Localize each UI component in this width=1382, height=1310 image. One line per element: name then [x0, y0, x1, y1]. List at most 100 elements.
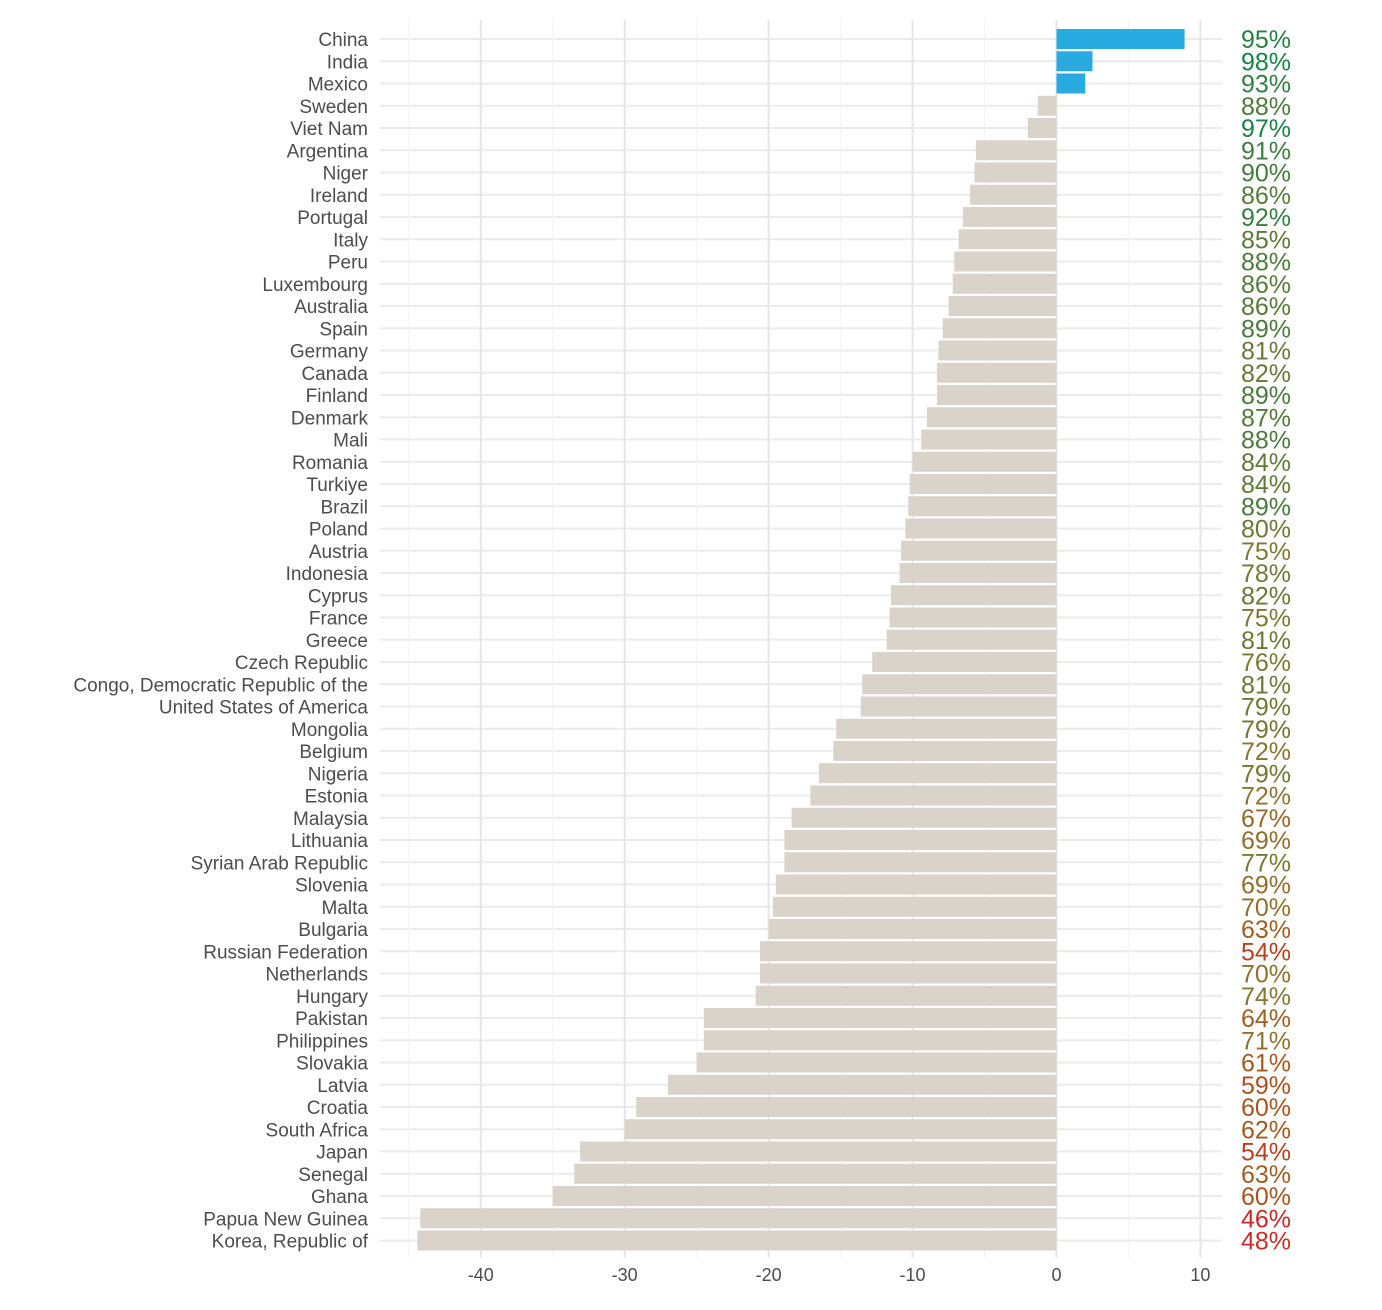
- percent-annotation: 81%: [1241, 338, 1291, 366]
- percent-annotation: 89%: [1241, 382, 1291, 410]
- percent-annotation: 86%: [1241, 182, 1291, 210]
- category-label: Congo, Democratic Republic of the: [73, 675, 368, 696]
- percent-annotation: 71%: [1241, 1027, 1291, 1055]
- percent-annotation: 90%: [1241, 160, 1291, 188]
- bar-nigeria: [818, 763, 1057, 784]
- percent-annotation: 69%: [1241, 872, 1291, 900]
- percent-annotation: 92%: [1241, 204, 1291, 232]
- percent-annotation: 61%: [1241, 1050, 1291, 1078]
- bar-senegal: [574, 1163, 1057, 1184]
- category-label: Japan: [316, 1143, 368, 1164]
- bar-ireland: [970, 184, 1057, 205]
- category-label: Sweden: [299, 97, 368, 118]
- category-label: Italy: [333, 230, 368, 251]
- category-label: Turkiye: [306, 475, 368, 496]
- percent-annotation: 86%: [1241, 271, 1291, 299]
- bar-congo-democratic-republic-of-the: [862, 674, 1057, 695]
- percent-annotation: 86%: [1241, 293, 1291, 321]
- percent-annotation: 54%: [1241, 1139, 1291, 1167]
- x-tick-label: -20: [756, 1265, 782, 1285]
- bar-china: [1056, 29, 1185, 49]
- category-label: Nigeria: [308, 764, 369, 785]
- percent-annotation: 81%: [1241, 671, 1291, 699]
- category-label: Latvia: [317, 1076, 368, 1097]
- percent-annotation: 48%: [1241, 1228, 1291, 1256]
- category-label: Mexico: [308, 75, 368, 96]
- bar-finland: [937, 385, 1057, 405]
- category-label: China: [318, 30, 368, 51]
- bar-france: [889, 607, 1057, 628]
- bar-united-states-of-america: [860, 696, 1057, 717]
- category-label: Slovakia: [296, 1054, 368, 1075]
- x-tick-label: -40: [468, 1265, 494, 1285]
- category-label: Ireland: [310, 186, 368, 207]
- x-axis-ticks: -40 -30 -20 -10 0 10: [468, 1265, 1211, 1285]
- percent-annotation: 85%: [1241, 226, 1291, 254]
- bar-slovakia: [696, 1052, 1057, 1073]
- bar-hungary: [755, 985, 1057, 1006]
- percent-annotation: 77%: [1241, 849, 1291, 877]
- category-label: Hungary: [296, 987, 368, 1008]
- x-tick-label: 0: [1051, 1265, 1061, 1285]
- bar-mali: [921, 429, 1057, 450]
- percent-annotation: 79%: [1241, 760, 1291, 788]
- bar-luxembourg: [952, 273, 1057, 294]
- bar-germany: [938, 340, 1057, 361]
- bar-india: [1056, 51, 1093, 72]
- percent-annotation: 88%: [1241, 249, 1291, 277]
- category-label: Philippines: [276, 1031, 368, 1052]
- percent-annotation: 91%: [1241, 137, 1291, 165]
- category-label: Croatia: [307, 1098, 369, 1119]
- percent-annotation: 75%: [1241, 538, 1291, 566]
- category-label: Denmark: [291, 408, 369, 429]
- bar-canada: [937, 362, 1057, 383]
- bar-peru: [954, 251, 1057, 272]
- category-label: South Africa: [266, 1120, 369, 1141]
- category-label: Luxembourg: [262, 275, 368, 296]
- bar-viet-nam: [1027, 118, 1057, 138]
- percent-annotation: 78%: [1241, 560, 1291, 588]
- bar-south-africa: [624, 1119, 1057, 1140]
- bar-czech-republic: [872, 652, 1057, 672]
- bar-cyprus: [890, 585, 1057, 606]
- bar-japan: [580, 1141, 1057, 1162]
- bar-niger: [974, 162, 1057, 183]
- bar-mexico: [1056, 73, 1086, 94]
- bar-austria: [901, 540, 1057, 561]
- bar-denmark: [926, 407, 1057, 428]
- bar-papua-new-guinea: [420, 1208, 1057, 1229]
- bar-spain: [942, 318, 1057, 339]
- percent-annotation: 88%: [1241, 93, 1291, 121]
- category-label: Poland: [309, 520, 368, 541]
- bar-mongolia: [836, 718, 1057, 739]
- category-label: Canada: [301, 364, 368, 385]
- category-label: Romania: [292, 453, 368, 474]
- bar-croatia: [636, 1097, 1057, 1117]
- category-label: Indonesia: [286, 564, 369, 585]
- bars: [417, 29, 1185, 1251]
- category-label: Spain: [319, 319, 368, 340]
- percent-annotation: 69%: [1241, 827, 1291, 855]
- percent-annotation: 64%: [1241, 1005, 1291, 1033]
- category-label: Cyprus: [308, 586, 368, 607]
- category-label: Korea, Republic of: [212, 1232, 369, 1253]
- percent-annotation: 70%: [1241, 961, 1291, 989]
- bar-argentina: [975, 140, 1057, 161]
- percent-annotation: 97%: [1241, 115, 1291, 143]
- percent-annotation: 89%: [1241, 315, 1291, 343]
- percent-annotation: 84%: [1241, 449, 1291, 477]
- bar-netherlands: [759, 963, 1057, 984]
- percent-annotation: 74%: [1241, 983, 1291, 1011]
- category-label: Australia: [294, 297, 368, 318]
- category-label: India: [327, 52, 369, 73]
- bar-indonesia: [899, 563, 1057, 583]
- bar-poland: [905, 518, 1057, 539]
- category-label: Netherlands: [266, 965, 368, 986]
- category-label: Argentina: [287, 141, 369, 162]
- percent-annotations: 95%98%93%88%97%91%90%86%92%85%88%86%86%8…: [1241, 26, 1291, 1256]
- percent-annotation: 93%: [1241, 71, 1291, 99]
- category-label: Papua New Guinea: [203, 1209, 368, 1230]
- category-label: Mali: [333, 431, 368, 452]
